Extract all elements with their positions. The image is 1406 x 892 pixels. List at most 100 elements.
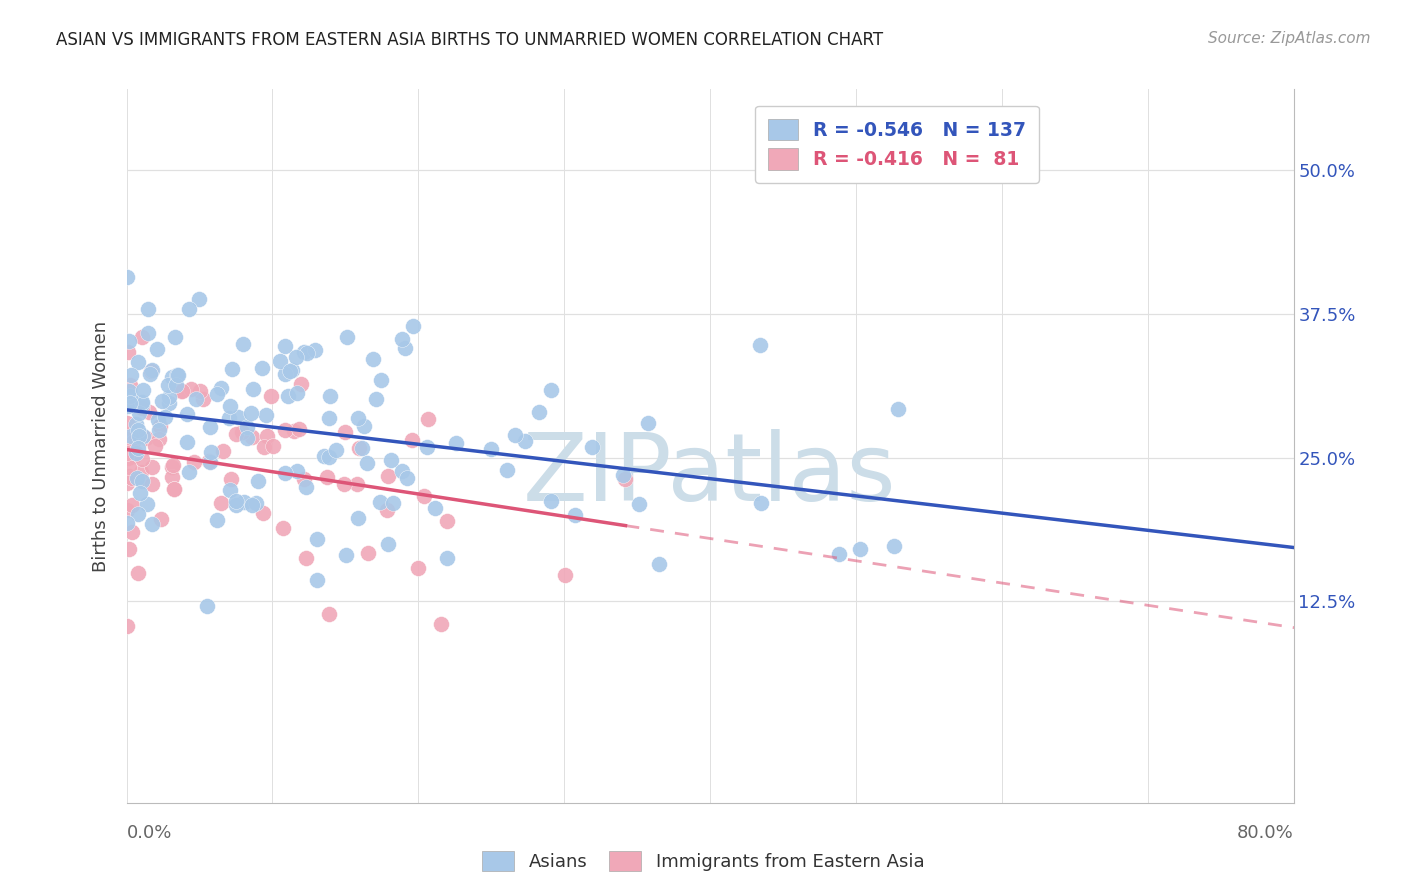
Point (118, 334, 141, 348)
Point (139, 364, 162, 378)
Point (156, 378, 179, 392)
Y-axis label: Births to Unmarried Women: Births to Unmarried Women (91, 320, 110, 572)
Point (318, 450, 340, 464)
Point (748, 337, 770, 351)
Point (347, 411, 370, 425)
Point (883, 539, 905, 553)
Point (122, 435, 145, 450)
Point (232, 337, 254, 351)
Point (150, 512, 173, 526)
Point (219, 472, 242, 486)
Point (136, 301, 159, 316)
Point (288, 422, 311, 436)
Point (503, 428, 526, 442)
Point (205, 513, 228, 527)
Point (131, 383, 153, 397)
Point (396, 471, 419, 485)
Point (250, 361, 273, 376)
Point (115, 476, 138, 491)
Point (117, 451, 139, 466)
Point (232, 494, 254, 508)
Point (221, 362, 243, 376)
Point (183, 455, 205, 469)
Point (231, 425, 253, 440)
Point (356, 456, 378, 470)
Point (236, 431, 259, 445)
Point (380, 452, 402, 467)
Point (198, 419, 221, 434)
Point (115, 619, 138, 633)
Point (274, 367, 297, 381)
Point (347, 441, 370, 455)
Point (117, 459, 139, 474)
Point (285, 464, 308, 478)
Point (401, 319, 423, 334)
Point (145, 439, 167, 453)
Point (177, 465, 200, 479)
Point (148, 423, 170, 437)
Point (218, 411, 240, 425)
Point (129, 465, 152, 479)
Point (240, 498, 263, 512)
Point (368, 495, 391, 509)
Point (127, 566, 149, 580)
Point (540, 494, 562, 508)
Point (117, 345, 139, 359)
Point (242, 382, 264, 396)
Point (436, 514, 458, 528)
Point (127, 423, 149, 437)
Point (253, 440, 276, 454)
Point (335, 548, 357, 562)
Point (131, 330, 153, 344)
Point (136, 326, 159, 341)
Point (304, 343, 326, 357)
Point (160, 469, 183, 483)
Point (200, 445, 222, 459)
Point (285, 350, 308, 364)
Point (195, 599, 218, 613)
Point (361, 352, 384, 367)
Point (163, 482, 186, 496)
Point (165, 377, 187, 392)
Point (193, 392, 215, 406)
Point (262, 439, 284, 453)
Point (118, 468, 141, 483)
Text: Source: ZipAtlas.com: Source: ZipAtlas.com (1208, 31, 1371, 46)
Point (564, 508, 586, 522)
Point (274, 466, 297, 480)
Point (150, 393, 173, 408)
Point (416, 440, 439, 454)
Point (277, 389, 299, 403)
Point (612, 468, 634, 483)
Point (127, 355, 149, 369)
Point (346, 477, 368, 491)
Point (356, 546, 378, 560)
Point (377, 468, 399, 483)
Point (513, 434, 536, 448)
Point (165, 330, 187, 344)
Point (115, 516, 138, 531)
Point (648, 557, 671, 571)
Point (307, 532, 329, 546)
Point (118, 378, 141, 392)
Point (614, 472, 637, 486)
Point (153, 409, 176, 424)
Point (141, 516, 163, 531)
Point (118, 384, 141, 398)
Point (129, 486, 152, 500)
Point (425, 500, 447, 515)
Point (128, 428, 150, 442)
Point (333, 477, 356, 491)
Point (292, 345, 315, 359)
Point (141, 363, 163, 377)
Point (219, 483, 242, 497)
Point (318, 411, 340, 425)
Point (166, 368, 188, 383)
Point (162, 460, 184, 475)
Point (245, 495, 267, 509)
Point (157, 390, 180, 404)
Point (281, 363, 304, 377)
Point (176, 434, 198, 449)
Point (325, 443, 347, 458)
Point (187, 292, 209, 306)
